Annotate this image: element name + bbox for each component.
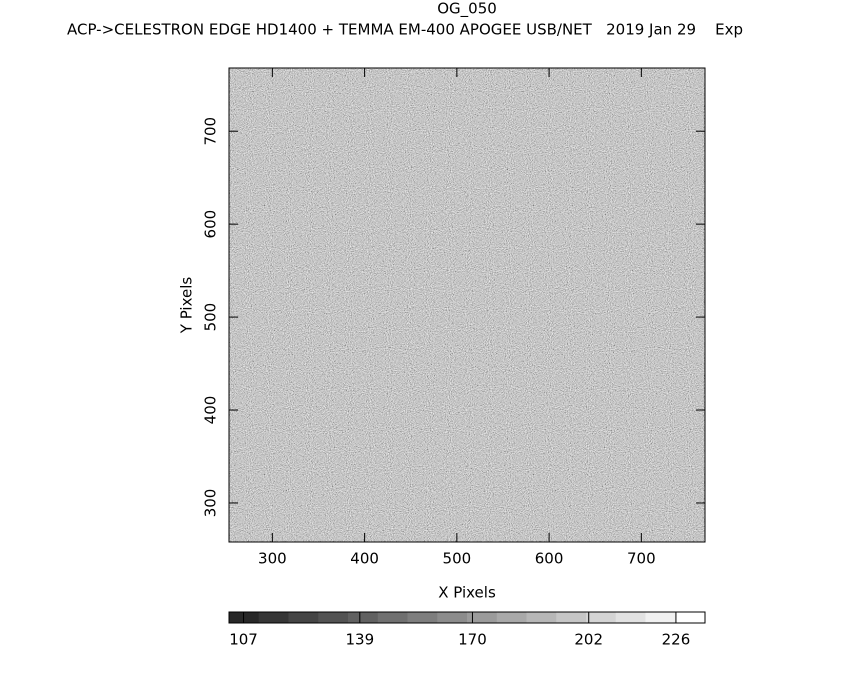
x-tick-label: 700 bbox=[627, 550, 656, 568]
frame bbox=[228, 67, 706, 543]
colorbar-step bbox=[675, 612, 706, 623]
colorbar-step bbox=[318, 612, 349, 623]
colorbar-step bbox=[496, 612, 527, 623]
colorbar-step bbox=[556, 612, 587, 623]
colorbar-step bbox=[258, 612, 289, 623]
y-tick-label: 700 bbox=[202, 117, 220, 146]
colorbar-step bbox=[586, 612, 617, 623]
y-tick-label: 500 bbox=[202, 303, 220, 332]
x-tick-label: 300 bbox=[258, 550, 287, 568]
colorbar-step bbox=[467, 612, 498, 623]
y-tick-label: 400 bbox=[202, 396, 220, 425]
x-axis-label: X Pixels bbox=[438, 584, 496, 602]
colorbar-tick-label: 107 bbox=[229, 631, 258, 649]
chart-title: OG_050 bbox=[437, 0, 497, 19]
colorbar-step bbox=[526, 612, 557, 623]
image bbox=[229, 68, 705, 542]
colorbar-tick-label: 139 bbox=[345, 631, 374, 649]
colorbar-tick-label: 170 bbox=[458, 631, 487, 649]
y-axis-label: Y Pixels bbox=[178, 277, 196, 335]
colorbar-step bbox=[615, 612, 646, 623]
y-tick-label: 300 bbox=[202, 489, 220, 518]
colorbar-step bbox=[407, 612, 438, 623]
colorbar-tick-label: 226 bbox=[662, 631, 691, 649]
colorbar-step bbox=[437, 612, 468, 623]
x-tick-label: 600 bbox=[535, 550, 564, 568]
x-tick-label: 400 bbox=[350, 550, 379, 568]
colorbar-step bbox=[645, 612, 676, 623]
colorbar-step bbox=[288, 612, 319, 623]
chart-subtitle: ACP->CELESTRON EDGE HD1400 + TEMMA EM-40… bbox=[67, 21, 743, 39]
colorbar-frame bbox=[228, 611, 706, 624]
x-tick-label: 500 bbox=[443, 550, 472, 568]
colorbar-tick-label: 202 bbox=[574, 631, 603, 649]
colorbar-step bbox=[348, 612, 379, 623]
y-tick-label: 600 bbox=[202, 210, 220, 239]
colorbar-step bbox=[377, 612, 408, 623]
colorbar-step bbox=[229, 612, 260, 623]
